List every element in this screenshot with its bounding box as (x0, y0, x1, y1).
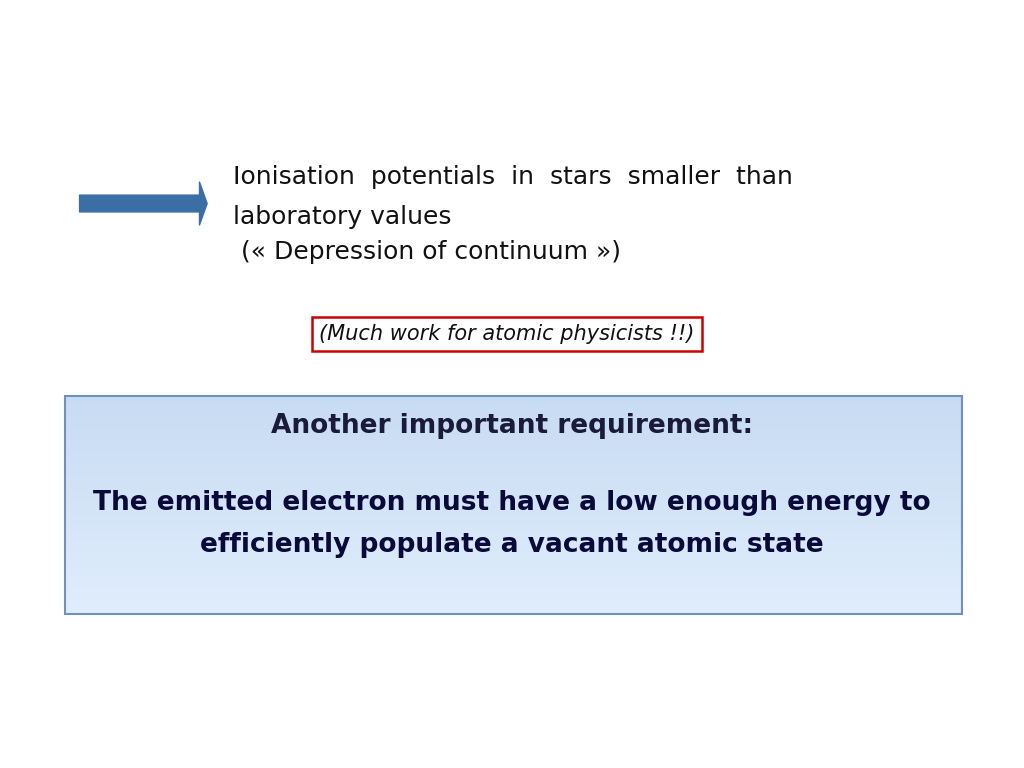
Text: laboratory values: laboratory values (233, 204, 452, 229)
Text: (« Depression of continuum »): (« Depression of continuum ») (233, 240, 622, 264)
Text: Another important requirement:: Another important requirement: (271, 413, 753, 439)
Text: (Much work for atomic physicists !!): (Much work for atomic physicists !!) (319, 324, 694, 344)
Text: Ionisation  potentials  in  stars  smaller  than: Ionisation potentials in stars smaller t… (233, 164, 794, 189)
Text: The emitted electron must have a low enough energy to: The emitted electron must have a low eno… (93, 490, 931, 516)
Text: efficiently populate a vacant atomic state: efficiently populate a vacant atomic sta… (200, 532, 824, 558)
